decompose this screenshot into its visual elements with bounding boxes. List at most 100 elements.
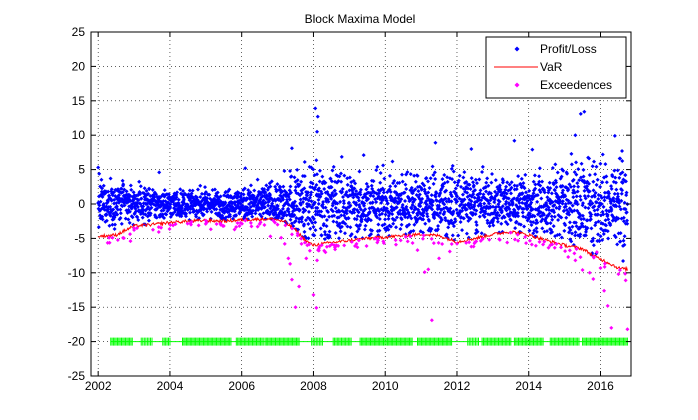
profit-loss-point [623, 179, 628, 184]
var-line [97, 216, 628, 273]
profit-loss-point [517, 204, 522, 209]
profit-loss-point [336, 215, 341, 220]
profit-loss-point [557, 232, 562, 237]
profit-loss-point [390, 212, 395, 217]
profit-loss-point [261, 198, 266, 203]
profit-loss-point [412, 197, 417, 202]
profit-loss-point [506, 196, 511, 201]
profit-loss-point [104, 212, 109, 217]
profit-loss-point [474, 222, 479, 227]
profit-loss-point [588, 199, 593, 204]
profit-loss-point [443, 196, 448, 201]
profit-loss-point [362, 227, 367, 232]
profit-loss-point [488, 204, 493, 209]
profit-loss-point [620, 149, 625, 154]
profit-loss-point [542, 190, 547, 195]
profit-loss-point [358, 222, 363, 227]
profit-loss-point [563, 223, 568, 228]
profit-loss-point [612, 168, 617, 173]
profit-loss-point [387, 173, 392, 178]
profit-loss-point [118, 215, 123, 220]
exceedence-point [541, 242, 546, 247]
profit-loss-point [402, 190, 407, 195]
profit-loss-point [486, 183, 491, 188]
profit-loss-point [598, 234, 603, 239]
exceedence-point [319, 243, 324, 248]
profit-loss-point [248, 183, 253, 188]
exceedence-point [537, 239, 542, 244]
profit-loss-point [590, 164, 595, 169]
profit-loss-point [130, 215, 135, 220]
profit-loss-point [617, 204, 622, 209]
profit-loss-point [442, 202, 447, 207]
profit-loss-point [198, 195, 203, 200]
profit-loss-point [585, 218, 590, 223]
profit-loss-point [295, 167, 300, 172]
profit-loss-point [548, 221, 553, 226]
profit-loss-point [487, 201, 492, 206]
profit-loss-point [587, 189, 592, 194]
profit-loss-point [421, 217, 426, 222]
exceedence-point [591, 254, 596, 259]
profit-loss-point [310, 185, 315, 190]
profit-loss-point [246, 188, 251, 193]
profit-loss-point [593, 190, 598, 195]
profit-loss-point [613, 235, 618, 240]
profit-loss-point [276, 206, 281, 211]
profit-loss-point [339, 224, 344, 229]
exceedence-point [405, 239, 410, 244]
profit-loss-point [306, 236, 311, 241]
exceedence-point [410, 241, 415, 246]
profit-loss-point [378, 180, 383, 185]
profit-loss-point [181, 197, 186, 202]
exceedence-point [563, 249, 568, 254]
profit-loss-point [319, 191, 324, 196]
profit-loss-point [287, 197, 292, 202]
profit-loss-point [594, 182, 599, 187]
profit-loss-point [381, 163, 386, 168]
profit-loss-point [478, 191, 483, 196]
profit-loss-point [497, 183, 502, 188]
profit-loss-point [100, 217, 105, 222]
profit-loss-point [569, 151, 574, 156]
exceedence-point [364, 244, 369, 249]
exceedence-point [327, 244, 332, 249]
profit-loss-point [255, 177, 260, 182]
profit-loss-point [304, 236, 309, 241]
profit-loss-point [299, 219, 304, 224]
profit-loss-point [319, 209, 324, 214]
profit-loss-point [601, 212, 606, 217]
profit-loss-point [535, 220, 540, 225]
profit-loss-point [194, 214, 199, 219]
profit-loss-point [616, 216, 621, 221]
profit-loss-point [138, 184, 143, 189]
profit-loss-point [547, 211, 552, 216]
profit-loss-point [581, 167, 586, 172]
exceedence-point [420, 236, 425, 241]
profit-loss-point [583, 233, 588, 238]
profit-loss-point [362, 201, 367, 206]
profit-loss-point [611, 196, 616, 201]
profit-loss-point [310, 181, 315, 186]
profit-loss-point [318, 194, 323, 199]
profit-loss-point [138, 192, 143, 197]
y-tick-label: 15 [72, 94, 86, 108]
exceedence-point [204, 220, 209, 225]
profit-loss-point [341, 198, 346, 203]
profit-loss-point [348, 203, 353, 208]
profit-loss-point [358, 187, 363, 192]
profit-loss-point [495, 210, 500, 215]
profit-loss-point [127, 220, 132, 225]
exceedence-point [437, 256, 442, 261]
profit-loss-point [346, 200, 351, 205]
y-tick-label: 25 [72, 25, 86, 39]
profit-loss-point [188, 210, 193, 215]
profit-loss-point [474, 181, 479, 186]
profit-loss-point [524, 190, 529, 195]
profit-loss-point [460, 192, 465, 197]
y-tick-label: -5 [74, 231, 85, 245]
exceedence-point [602, 261, 607, 266]
profit-loss-point [415, 173, 420, 178]
profit-loss-point [432, 216, 437, 221]
profit-loss-point [199, 191, 204, 196]
